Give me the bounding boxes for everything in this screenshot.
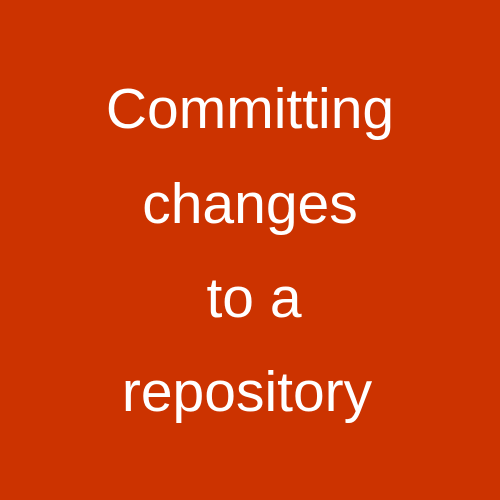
title-line-1: Committing (105, 77, 395, 141)
title-line-2: changes (142, 172, 358, 236)
title-line-3: to a (206, 266, 302, 330)
title-line-4: repository (121, 360, 373, 424)
